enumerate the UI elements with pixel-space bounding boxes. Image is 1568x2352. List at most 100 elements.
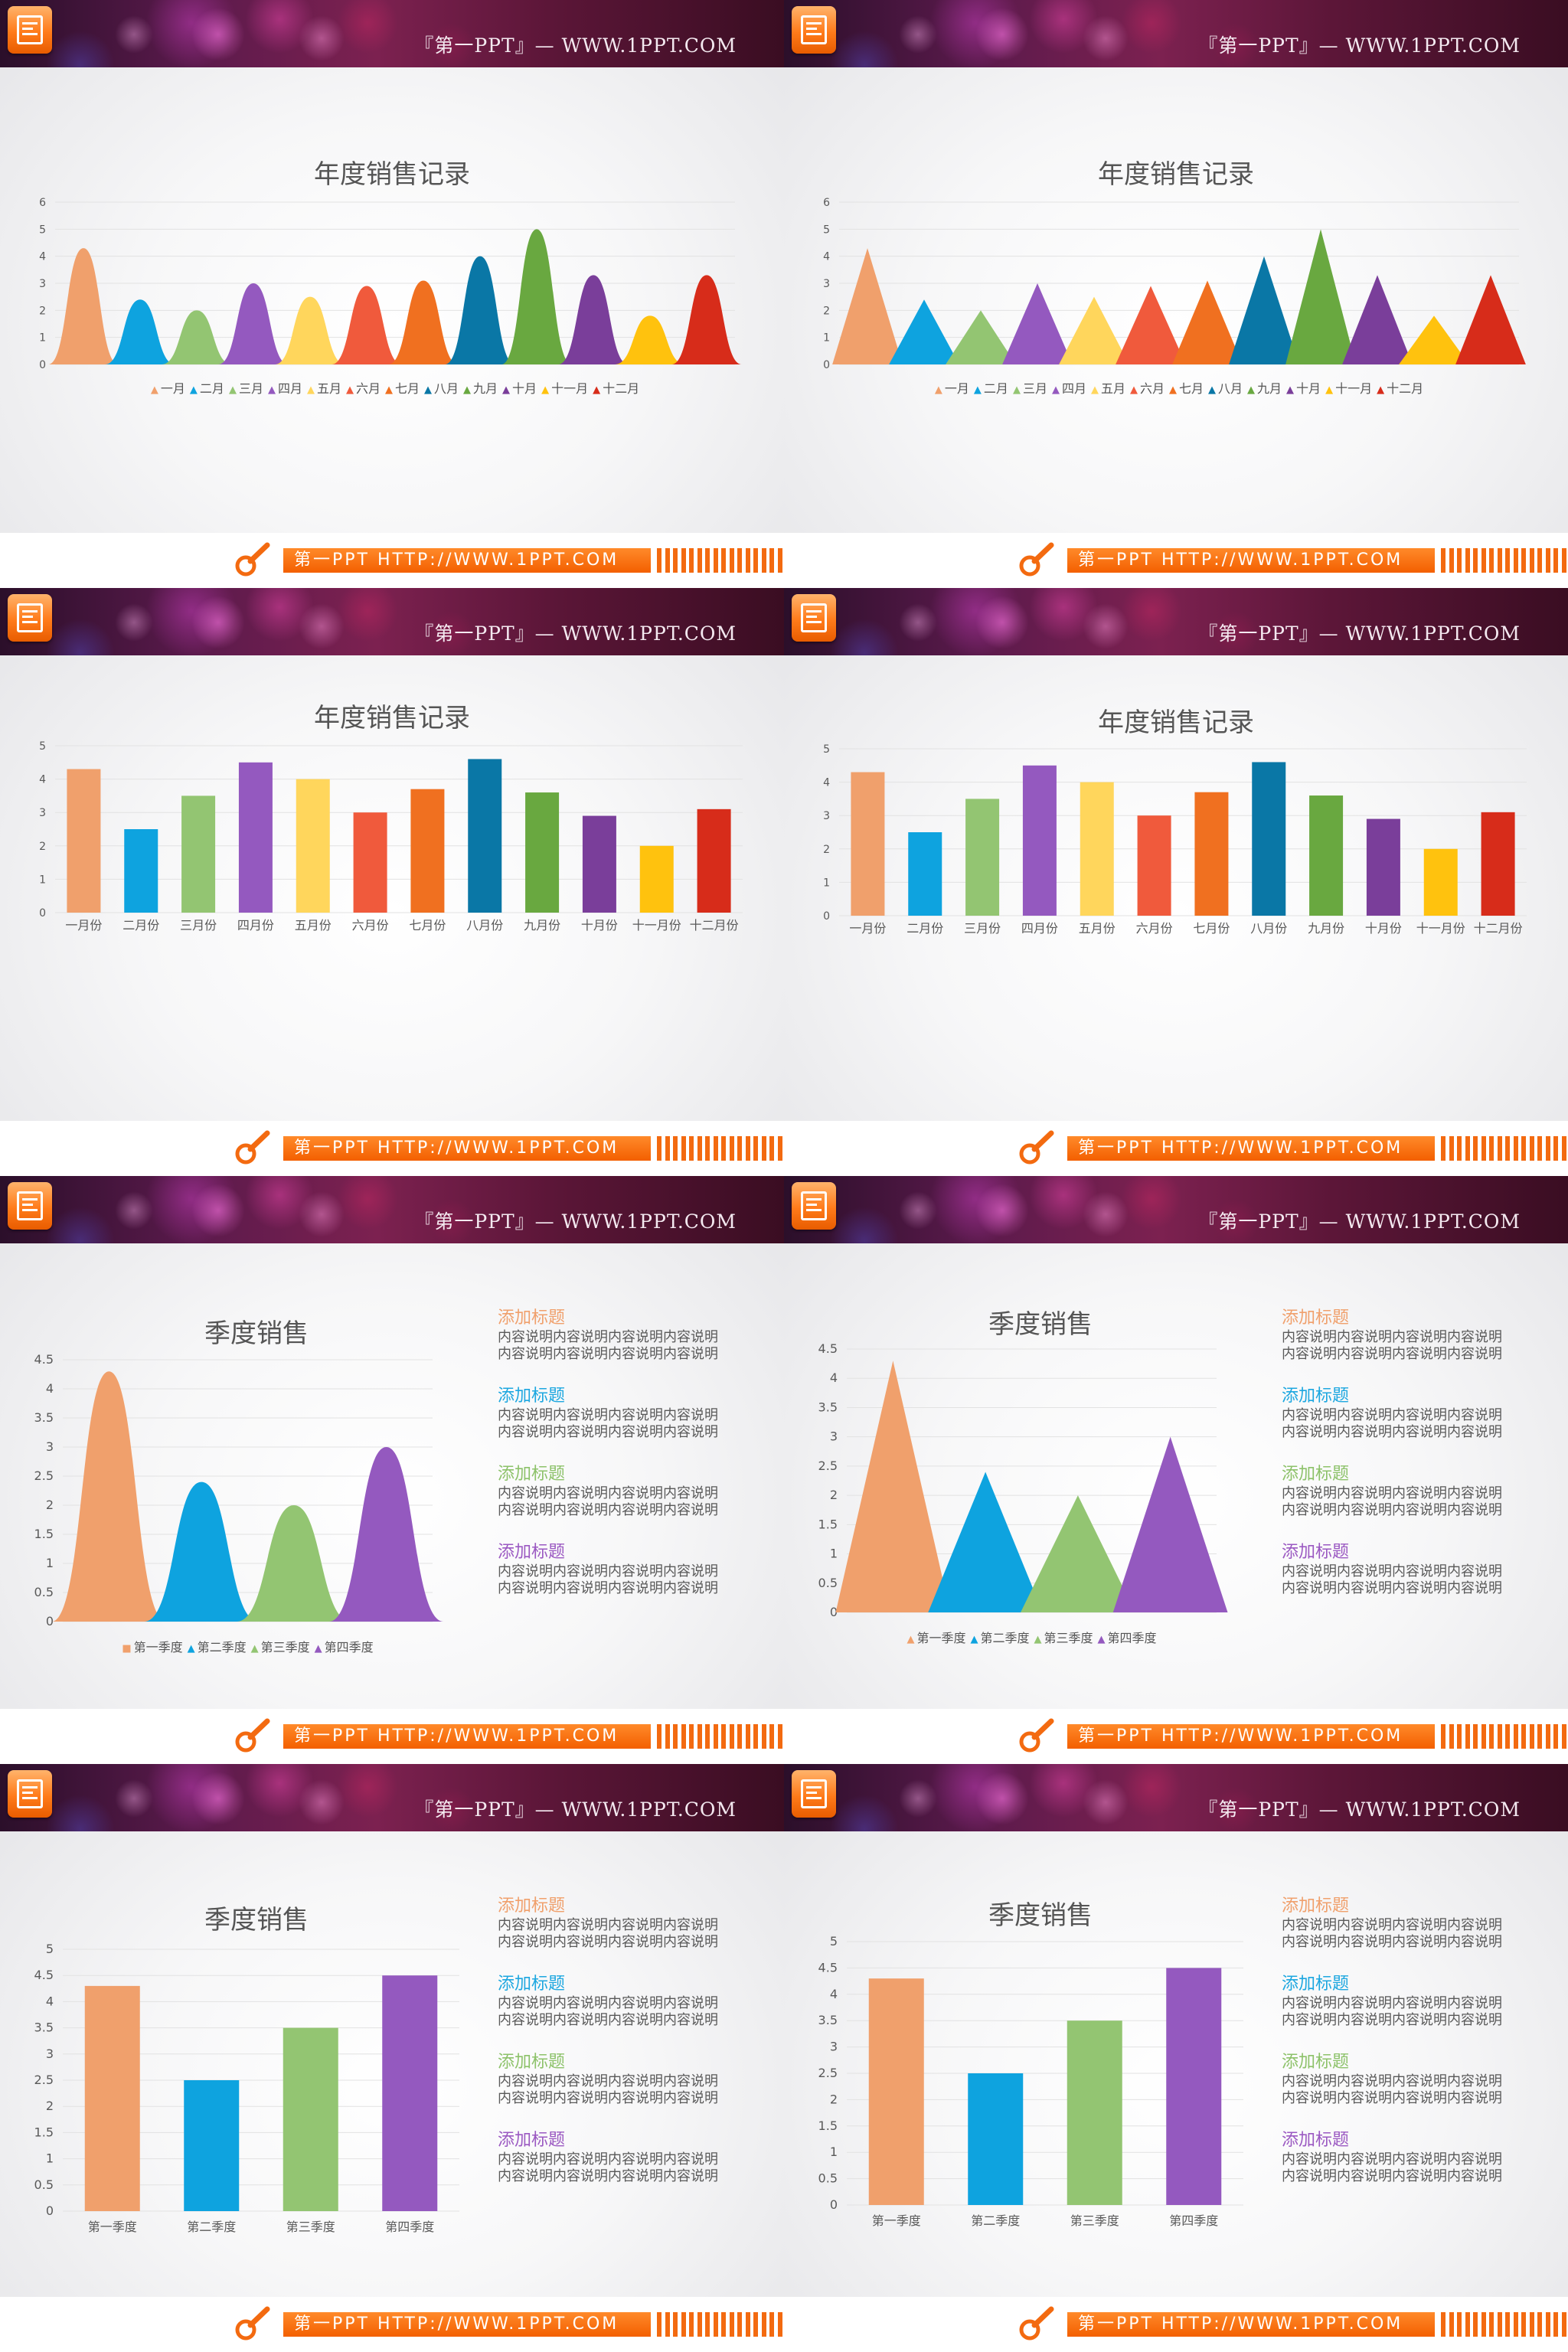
legend-entry: ▲ 十一月 bbox=[1325, 378, 1372, 397]
bar bbox=[868, 1978, 924, 2205]
bar bbox=[1194, 792, 1229, 916]
bokeh-light bbox=[299, 603, 345, 649]
link-icon bbox=[1018, 541, 1056, 579]
legend-label: 十二月 bbox=[603, 381, 640, 396]
legend-entry: ▲ 七月 bbox=[385, 378, 420, 397]
header-site-text: 『第一PPT』— WWW.1PPT.COM bbox=[414, 622, 737, 645]
legend-marker-icon: ▲ bbox=[385, 384, 393, 396]
slide: 『第一PPT』— WWW.1PPT.COM 季度销售 0 0.5 1 1.5 2 2.5 3 3.… bbox=[784, 1176, 1568, 1764]
side-item-desc: 内容说明内容说明内容说明内容说明 bbox=[1282, 1346, 1502, 1362]
side-item-title: 添加标题 bbox=[498, 1465, 566, 1484]
y-tick-label: 5 bbox=[39, 224, 46, 236]
bokeh-light bbox=[1083, 1191, 1129, 1237]
x-tick-label: 十一月份 bbox=[1416, 921, 1465, 936]
y-tick-label: 1 bbox=[39, 874, 46, 886]
x-tick-label: 一月份 bbox=[849, 921, 886, 936]
footer-stripes bbox=[1441, 1724, 1568, 1749]
area-peak bbox=[558, 275, 629, 364]
y-tick-label: 2 bbox=[39, 841, 46, 853]
bar bbox=[181, 795, 216, 913]
side-item-title: 添加标题 bbox=[498, 1308, 566, 1328]
legend-marker-icon: ▲ bbox=[424, 384, 433, 396]
legend-label: 十二月 bbox=[1387, 381, 1424, 396]
area-peak bbox=[1002, 283, 1073, 364]
y-tick-label: 0 bbox=[46, 2203, 54, 2218]
area-peak bbox=[1172, 280, 1243, 364]
footer-url-bar: 第一PPT HTTP://WWW.1PPT.COM bbox=[283, 2312, 651, 2337]
bar bbox=[1022, 765, 1057, 916]
bokeh-light bbox=[115, 603, 153, 642]
legend-marker-icon: ▲ bbox=[593, 384, 601, 396]
y-tick-label: 2 bbox=[46, 1498, 54, 1512]
bar bbox=[908, 832, 942, 916]
legend-label: 八月 bbox=[434, 381, 459, 396]
side-item-desc: 内容说明内容说明内容说明内容说明 bbox=[498, 2012, 718, 2028]
ppt-logo-icon bbox=[8, 6, 52, 54]
y-tick-label: 6 bbox=[39, 197, 46, 209]
legend-marker-icon: ▲ bbox=[934, 384, 942, 396]
legend-label: 第一季度 bbox=[133, 1640, 183, 1655]
x-tick-label: 第四季度 bbox=[385, 2220, 434, 2234]
bokeh-light bbox=[1029, 0, 1098, 54]
bar bbox=[1481, 812, 1515, 916]
legend-label: 九月 bbox=[473, 381, 498, 396]
bokeh-light bbox=[1213, 1199, 1259, 1243]
legend-entry: ▲ 十月 bbox=[502, 378, 537, 397]
slide: 『第一PPT』— WWW.1PPT.COM 季度销售 0 0.5 1 1.5 2 2.5 3 3.… bbox=[0, 1176, 784, 1764]
bokeh-light bbox=[245, 588, 314, 642]
slide-header-banner: 『第一PPT』— WWW.1PPT.COM bbox=[0, 1176, 784, 1243]
bokeh-light bbox=[1029, 588, 1098, 642]
y-tick-label: 1 bbox=[46, 1556, 54, 1570]
y-tick-label: 1 bbox=[823, 332, 830, 345]
legend-entry: ▲ 十二月 bbox=[1377, 378, 1423, 397]
header-site-text: 『第一PPT』— WWW.1PPT.COM bbox=[414, 1210, 737, 1233]
legend-entry: ▲ 第四季度 bbox=[1098, 1628, 1157, 1646]
bokeh-light bbox=[337, 0, 398, 54]
legend-entry: ▲ 四月 bbox=[268, 378, 302, 397]
y-tick-label: 4 bbox=[39, 774, 46, 786]
legend-label: 六月 bbox=[1139, 381, 1165, 396]
legend-marker-icon: ▲ bbox=[1169, 384, 1177, 396]
chart-plot: 0 1 2 3 4 5 一月份 二月份 三月份 四月份 五月份 六月份 七月份 八月份 九月份 十月份 十一月份… bbox=[823, 743, 1527, 936]
slide: 『第一PPT』— WWW.1PPT.COM 年度销售记录 0 1 2 3 4 5 一月份 二月份 三… bbox=[784, 588, 1568, 1176]
side-item-desc: 内容说明内容说明内容说明内容说明 bbox=[1282, 1424, 1502, 1440]
slide-footer: 第一PPT HTTP://WWW.1PPT.COM bbox=[0, 1121, 784, 1176]
x-tick-label: 二月份 bbox=[122, 918, 159, 933]
area-peak bbox=[162, 310, 232, 364]
side-item-title: 添加标题 bbox=[1282, 1308, 1350, 1328]
side-item-desc: 内容说明内容说明内容说明内容说明 bbox=[1282, 1580, 1502, 1596]
y-tick-label: 2 bbox=[823, 305, 830, 317]
link-icon bbox=[234, 541, 272, 579]
side-item-desc: 内容说明内容说明内容说明内容说明 bbox=[1282, 2012, 1502, 2028]
legend-marker-icon: ▲ bbox=[267, 384, 276, 396]
bokeh-light bbox=[429, 23, 475, 67]
x-tick-label: 第一季度 bbox=[872, 2213, 921, 2228]
legend-label: 三月 bbox=[1022, 381, 1047, 396]
bokeh-light bbox=[245, 0, 314, 54]
slide-footer: 第一PPT HTTP://WWW.1PPT.COM bbox=[784, 1709, 1568, 1764]
area-peak bbox=[889, 299, 959, 364]
legend-marker-icon: ■ bbox=[122, 1643, 132, 1655]
side-item-title: 添加标题 bbox=[1282, 1387, 1350, 1406]
area-peak bbox=[1116, 286, 1186, 364]
y-tick-label: 2 bbox=[39, 305, 46, 317]
side-text-item: 添加标题 内容说明内容说明内容说明内容说明 内容说明内容说明内容说明内容说明 bbox=[498, 1386, 750, 1441]
area-peak bbox=[1342, 275, 1413, 364]
footer-stripes bbox=[657, 1136, 784, 1161]
legend-entry: ▲ 八月 bbox=[1208, 378, 1243, 397]
bokeh-light bbox=[899, 1779, 937, 1818]
legend-entry: ▲ 六月 bbox=[1130, 378, 1165, 397]
side-text-item: 添加标题 内容说明内容说明内容说明内容说明 内容说明内容说明内容说明内容说明 bbox=[1282, 1896, 1534, 1951]
link-icon bbox=[1018, 1129, 1056, 1167]
bokeh-light bbox=[115, 15, 153, 54]
area-peak bbox=[1021, 1495, 1135, 1612]
side-item-title: 添加标题 bbox=[1282, 1896, 1350, 1916]
legend-entry: ▲ 十二月 bbox=[593, 378, 639, 397]
y-tick-label: 1.5 bbox=[34, 1527, 54, 1541]
ppt-logo-icon bbox=[8, 1182, 52, 1230]
legend-marker-icon: ▲ bbox=[463, 384, 472, 396]
footer-url-bar: 第一PPT HTTP://WWW.1PPT.COM bbox=[1067, 2312, 1435, 2337]
footer-stripes bbox=[657, 2312, 784, 2337]
bokeh-light bbox=[191, 8, 245, 61]
legend-marker-icon: ▲ bbox=[345, 384, 354, 396]
